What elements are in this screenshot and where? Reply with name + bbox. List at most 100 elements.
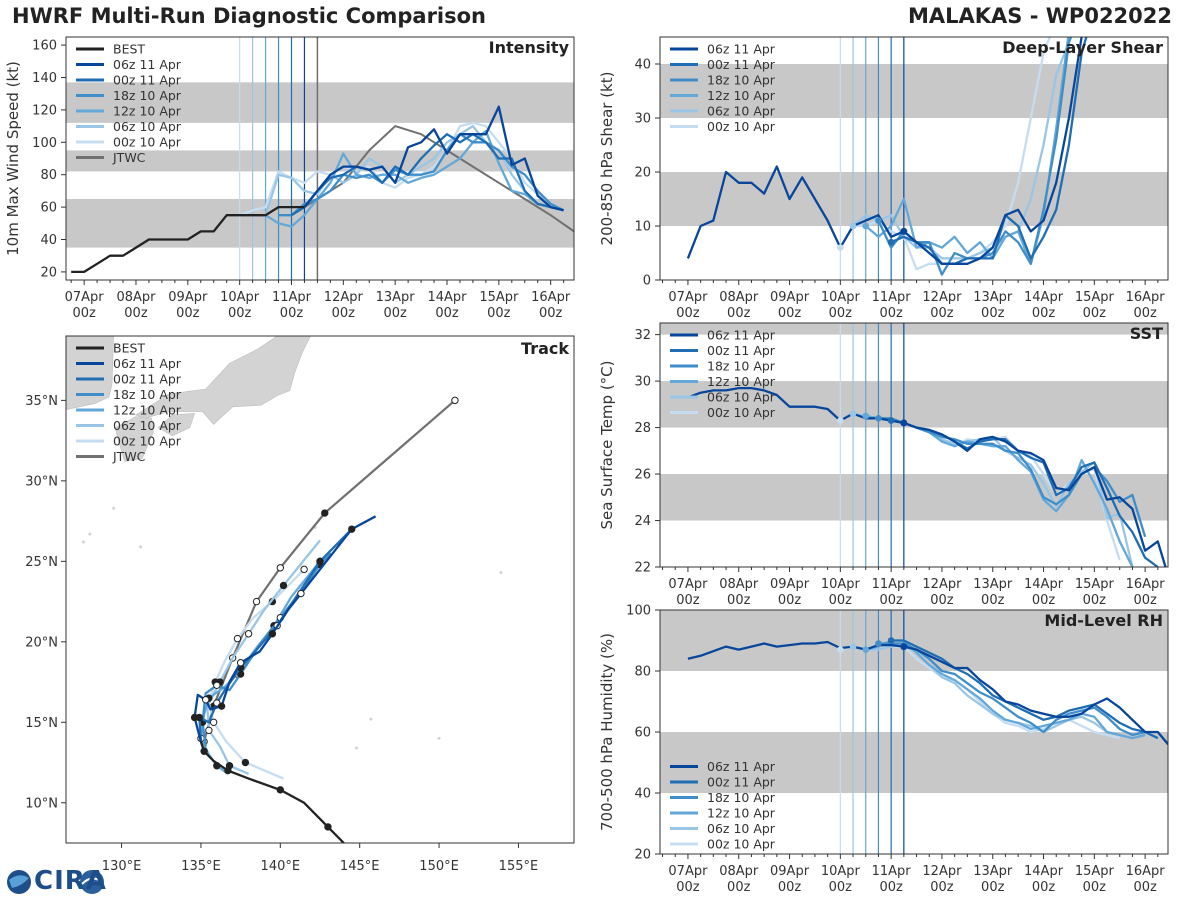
rh-legend-label: 06z 10 Apr [707, 821, 776, 836]
intensity-ytick-label: 40 [40, 233, 57, 248]
rh-legend-label: 06z 11 Apr [707, 759, 776, 774]
shear-init-marker [837, 244, 844, 251]
intensity-frame [65, 36, 575, 281]
rh-xtick-label: 14Apr [1024, 864, 1064, 879]
page-title: HWRF Multi-Run Diagnostic Comparison [12, 4, 487, 28]
intensity-series-line [303, 125, 574, 233]
sst-band [660, 323, 1168, 335]
track-position-marker [279, 581, 288, 590]
sst-xtick-label: 00z [727, 593, 751, 608]
intensity-xtick-label: 10Apr [220, 290, 260, 305]
track-xtick-label: 155°E [499, 859, 539, 874]
rh-xtick-label: 15Apr [1075, 864, 1115, 879]
sst-band [660, 474, 1168, 521]
rh-ytick-label: 100 [626, 604, 651, 619]
sst-legend-label: 06z 11 Apr [707, 328, 776, 343]
intensity-xtick-label: 09Apr [168, 290, 208, 305]
island-land [112, 506, 116, 510]
shear-legend-label: 00z 11 Apr [707, 57, 776, 72]
track-position-marker [190, 713, 199, 722]
sst-xtick-label: 00z [778, 593, 802, 608]
shear-init-marker [849, 222, 857, 230]
sst-xtick-label: 15Apr [1075, 577, 1115, 592]
track-position-marker [209, 718, 218, 726]
intensity-legend-label: 12z 10 Apr [113, 104, 182, 119]
shear-legend-label: 18z 10 Apr [707, 73, 776, 88]
intensity-legend-label: 18z 10 Apr [113, 88, 182, 103]
island-land [139, 545, 143, 549]
shear-band [660, 64, 1168, 118]
rh-xtick-label: 00z [879, 880, 903, 895]
cira-logo: CIRA [4, 866, 108, 898]
track-xtick-label: 130°E [102, 859, 142, 874]
shear-xtick-label: 00z [778, 306, 802, 321]
shear-xtick-label: 00z [981, 306, 1005, 321]
sst-xtick-label: 00z [1032, 593, 1056, 608]
intensity-legend-label: 00z 11 Apr [113, 73, 182, 88]
shear-xtick-label: 00z [1133, 306, 1157, 321]
shear-band [660, 172, 1168, 226]
sst-legend-label: 12z 10 Apr [707, 374, 776, 389]
intensity-xtick-label: 00z [176, 306, 200, 321]
sst-ytick-label: 26 [634, 468, 651, 483]
intensity-panel: 2040608010012014016007Apr00z08Apr00z09Ap… [4, 36, 575, 321]
rh-band [660, 732, 1168, 793]
honshu-land [135, 336, 311, 425]
track-series-line [203, 399, 456, 742]
intensity-xtick-label: 11Apr [272, 290, 312, 305]
rh-xtick-label: 12Apr [922, 864, 962, 879]
rh-ytick-label: 40 [634, 787, 651, 802]
rh-init-marker [862, 646, 870, 653]
intensity-ytick-label: 60 [40, 201, 57, 216]
track-position-marker [213, 681, 221, 689]
shear-ytick-label: 30 [634, 112, 651, 127]
track-ytick-label: 15°N [25, 716, 58, 731]
rh-init-marker [887, 637, 895, 644]
rh-ytick-label: 80 [634, 665, 651, 680]
track-lines [190, 396, 459, 843]
rh-xtick-label: 00z [981, 880, 1005, 895]
rh-xtick-label: 10Apr [821, 864, 861, 879]
rh-xtick-label: 00z [1133, 880, 1157, 895]
track-xtick-label: 140°E [261, 859, 301, 874]
rh-ytick-label: 20 [634, 848, 651, 863]
shear-xtick-label: 00z [727, 306, 751, 321]
shear-init-marker [900, 227, 908, 235]
rh-init-marker [849, 643, 857, 650]
sst-legend-label: 18z 10 Apr [707, 359, 776, 374]
track-legend-label: 18z 10 Apr [113, 387, 182, 402]
intensity-ytick-label: 20 [40, 265, 57, 280]
intensity-ytick-label: 140 [32, 71, 57, 86]
track-legend-label: 12z 10 Apr [113, 403, 182, 418]
sst-series-line [687, 386, 1167, 567]
intensity-xtick-label: 08Apr [116, 290, 156, 305]
track-position-marker [224, 766, 232, 775]
rh-xtick-label: 00z [1083, 880, 1107, 895]
shear-legend-label: 06z 11 Apr [707, 42, 776, 57]
sst-frame [659, 322, 1169, 568]
track-series-line [199, 741, 345, 843]
rh-legend-label: 00z 11 Apr [707, 775, 776, 790]
rh-panel: 2040608010007Apr00z08Apr00z09Apr00z10Apr… [598, 604, 1169, 895]
track-position-marker [252, 597, 261, 606]
track-position-marker [202, 696, 210, 704]
track-title: Track [521, 339, 569, 358]
intensity-ytick-label: 100 [32, 136, 57, 151]
track-position-marker [217, 702, 226, 710]
sst-ylabel: Sea Surface Temp (°C) [598, 360, 616, 529]
shear-ytick-label: 0 [643, 274, 651, 289]
intensity-xtick-label: 13Apr [376, 290, 416, 305]
intensity-legend-label: JTWC [112, 150, 146, 165]
intensity-xtick-label: 07Apr [65, 290, 105, 305]
track-ytick-label: 10°N [25, 796, 58, 811]
rh-ytick-label: 60 [634, 726, 651, 741]
sst-legend-label: 06z 10 Apr [707, 390, 776, 405]
track-ytick-label: 30°N [25, 474, 58, 489]
sst-xtick-label: 00z [1133, 593, 1157, 608]
intensity-legend-label: 06z 10 Apr [113, 119, 182, 134]
shear-xtick-label: 00z [930, 306, 954, 321]
intensity-xtick-label: 00z [435, 306, 459, 321]
track-legend-label: 06z 10 Apr [113, 418, 182, 433]
intensity-xtick-label: 00z [332, 306, 356, 321]
sst-legend-label: 00z 11 Apr [707, 343, 776, 358]
